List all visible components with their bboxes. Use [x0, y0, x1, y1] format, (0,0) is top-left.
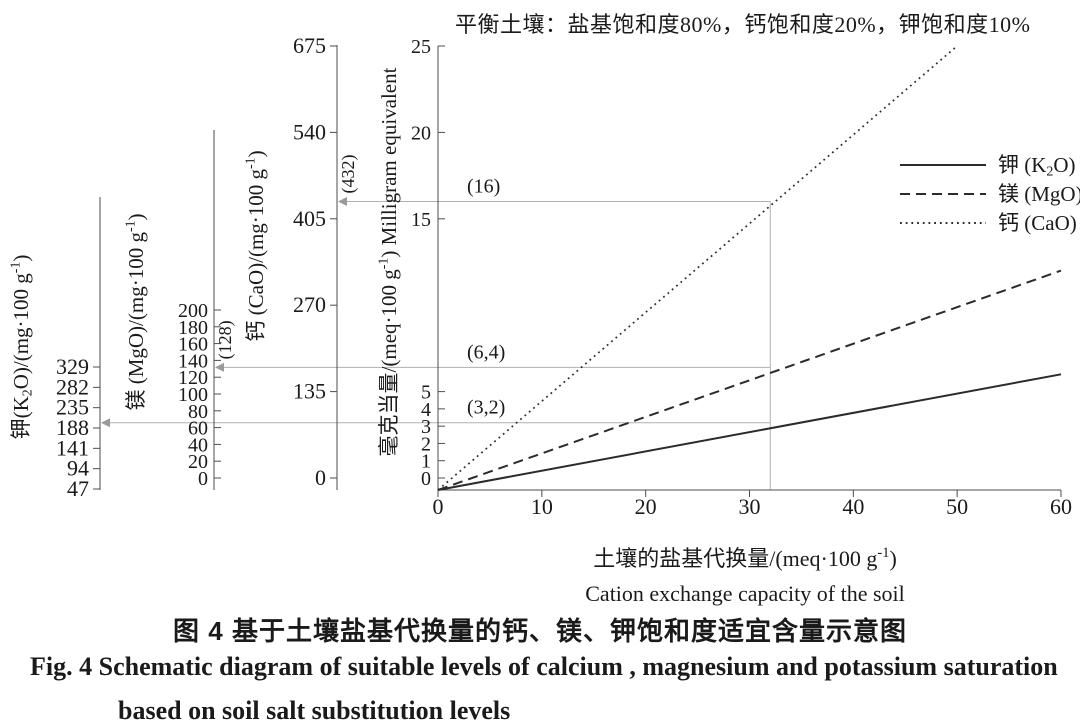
- axis-title: 钙 (CaO)/(mg·100 g-1): [244, 150, 268, 341]
- tick-label: 60: [188, 418, 208, 440]
- tick-label: 15: [411, 209, 431, 231]
- legend-label-2: 钙 (CaO): [998, 211, 1077, 235]
- tick-label: 160: [178, 334, 208, 356]
- legend-item-2: 钙 (CaO): [900, 211, 1077, 235]
- tick-label: 405: [293, 206, 326, 231]
- legend-item-0: 钾 (K2O): [900, 153, 1076, 179]
- tick-label: 50: [946, 494, 968, 519]
- tick-label: 80: [188, 401, 208, 423]
- tick-label: 0: [421, 468, 431, 490]
- x-axis: 0 10 20 30 40 50 60 土壤的盐基代换量/(meq·100 g-1) Catio…: [433, 489, 1072, 606]
- legend-label-1: 镁 (MgO): [998, 182, 1080, 206]
- cao-axis: 0 135 270 405 540 675 钙 (CaO)/(mg·100 g-1): [244, 33, 338, 490]
- tick-label: 1: [421, 451, 431, 473]
- tick-label: 120: [178, 367, 208, 389]
- annotations: (16) (432) (6,4) (128) (3,2): [215, 155, 505, 419]
- tick-label: 282: [56, 374, 89, 399]
- tick-label: 270: [293, 292, 326, 317]
- series-line-2: [437, 45, 958, 491]
- tick-label: 40: [842, 494, 864, 519]
- tick-label: 3: [421, 416, 431, 438]
- axis-guide-label: (128): [215, 320, 236, 359]
- tick-label: 25: [411, 36, 431, 58]
- tick-label: 4: [421, 399, 431, 421]
- x-axis-title: 土壤的盐基代换量/(meq·100 g-1): [593, 545, 897, 571]
- axis-title: 钾(K2O)/(mg·100 g-1): [9, 255, 36, 440]
- arrow-left-icon: [338, 197, 347, 207]
- tick-label: 188: [56, 415, 89, 440]
- tick-label: 675: [293, 33, 326, 58]
- tick-label: 0: [315, 465, 326, 490]
- series-line-1: [437, 269, 1062, 491]
- caption-chinese: 图 4 基于土壤盐基代换量的钙、镁、钾饱和度适宜含量示意图: [173, 616, 907, 646]
- legend-label-0: 钾 (K2O): [998, 153, 1076, 179]
- y-axis-title: 毫克当量/(meq·100 g-1) Milligram equivalent: [377, 67, 401, 456]
- tick-label: 5: [421, 382, 431, 404]
- tick-label: 60: [1050, 494, 1072, 519]
- legend-item-1: 镁 (MgO): [900, 182, 1080, 206]
- tick-label: 20: [411, 122, 431, 144]
- guide-label: (6,4): [467, 341, 505, 363]
- guide-label: (3,2): [467, 397, 505, 419]
- tick-label: 2: [421, 433, 431, 455]
- tick-label: 140: [178, 350, 208, 372]
- arrow-left-icon: [101, 418, 110, 428]
- guide-label: (16): [467, 176, 500, 198]
- guide-lines: [101, 197, 771, 490]
- tick-label: 94: [67, 456, 89, 481]
- tick-label: 0: [198, 468, 208, 490]
- tick-label: 10: [531, 494, 553, 519]
- series-line-0: [437, 373, 1062, 491]
- tick-label: 30: [738, 494, 760, 519]
- tick-label: 20: [188, 451, 208, 473]
- caption-english-line1: Fig. 4 Schematic diagram of suitable lev…: [30, 652, 1058, 681]
- tick-label: 135: [293, 379, 326, 404]
- tick-label: 180: [178, 317, 208, 339]
- caption-english-line2: based on soil salt substitution levels: [118, 696, 511, 725]
- tick-label: 329: [56, 354, 89, 379]
- tick-label: 20: [635, 494, 657, 519]
- tick-label: 100: [178, 384, 208, 406]
- chart-title: 平衡土壤：盐基饱和度80%，钙饱和度20%，钾饱和度10%: [455, 12, 1031, 37]
- tick-label: 235: [56, 395, 89, 420]
- tick-label: 540: [293, 119, 326, 144]
- arrow-left-icon: [215, 362, 224, 372]
- tick-label: 141: [56, 435, 89, 460]
- axis-title: 镁 (MgO)/(mg·100 g-1): [124, 213, 148, 410]
- axis-guide-label: (432): [338, 155, 359, 194]
- tick-label: 200: [178, 300, 208, 322]
- x-axis-title-english: Cation exchange capacity of the soil: [585, 581, 905, 606]
- tick-label: 0: [433, 494, 444, 519]
- tick-label: 47: [67, 476, 89, 501]
- series-lines: [437, 45, 1062, 491]
- tick-label: 40: [188, 434, 208, 456]
- legend: 钾 (K2O) 镁 (MgO) 钙 (CaO): [900, 153, 1080, 235]
